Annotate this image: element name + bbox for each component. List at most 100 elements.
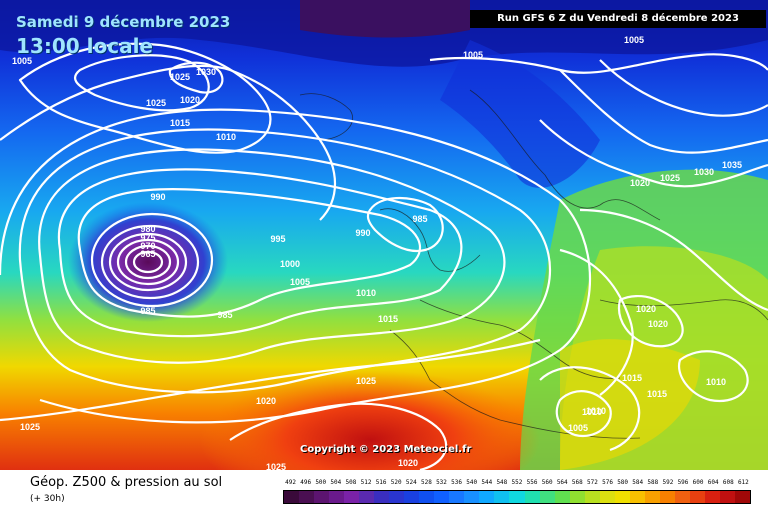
scale-tick-label: 572 [587, 479, 598, 486]
forecast-time: 13:00 locale [16, 34, 153, 58]
scale-tick-label: 580 [617, 479, 629, 486]
isobar-label: 970 [140, 241, 155, 251]
forecast-date: Samedi 9 décembre 2023 [16, 13, 231, 31]
scale-swatch [719, 491, 735, 503]
scale-swatch [314, 491, 330, 503]
scale-tick-label: 516 [375, 479, 387, 486]
scale-swatch [554, 491, 570, 503]
scale-swatch [284, 491, 300, 503]
scale-tick-label: 524 [405, 479, 417, 486]
isobar-label: 1010 [706, 377, 726, 387]
scale-tick-label: 504 [330, 479, 342, 486]
scale-swatch [614, 491, 630, 503]
scale-tick-label: 596 [677, 479, 689, 486]
scale-tick-label: 600 [692, 479, 704, 486]
scale-swatch [449, 491, 465, 503]
isobar-label: 1015 [170, 118, 190, 128]
copyright-notice: Copyright © 2023 Meteociel.fr [300, 444, 472, 455]
scale-swatch [479, 491, 495, 503]
isobar-label: 1020 [630, 178, 650, 188]
isobar-label: 985 [140, 306, 155, 316]
isobar-label: 1025 [170, 72, 190, 82]
scale-swatch [374, 491, 390, 503]
isobar-label: 1010 [356, 288, 376, 298]
scale-swatch [344, 491, 360, 503]
scale-swatch [434, 491, 450, 503]
scale-tick-label: 520 [390, 479, 402, 486]
isobar-label: 1020 [636, 304, 656, 314]
legend-footer: Géop. Z500 & pression au sol (+ 30h) 492… [0, 470, 768, 512]
scale-swatch [674, 491, 690, 503]
scale-swatch [569, 491, 585, 503]
scale-tick-label: 560 [541, 479, 553, 486]
scale-tick-label: 608 [722, 479, 734, 486]
isobar-label: 1005 [463, 50, 483, 60]
isobar-label: 1010 [216, 132, 236, 142]
scale-swatch [464, 491, 480, 503]
scale-tick-label: 612 [737, 479, 749, 486]
isobar-label: 975 [140, 233, 155, 243]
isobar-label: 1035 [722, 160, 742, 170]
scale-swatch [629, 491, 645, 503]
scale-tick-label: 604 [707, 479, 719, 486]
isobar-label: 1020 [398, 458, 418, 468]
isobar-label: 1030 [196, 67, 216, 77]
scale-swatch [644, 491, 660, 503]
scale-tick-label: 556 [526, 479, 538, 486]
scale-swatch [659, 491, 675, 503]
scale-tick-label: 584 [632, 479, 644, 486]
scale-swatch [584, 491, 600, 503]
isobar-label: 1005 [624, 35, 644, 45]
scale-tick-label: 512 [360, 479, 372, 486]
isobar-label: 1025 [20, 422, 40, 432]
isobar-label: 990 [150, 192, 165, 202]
scale-swatch [509, 491, 525, 503]
scale-tick-label: 568 [571, 479, 583, 486]
isobar-label: 985 [412, 214, 427, 224]
scale-swatch [494, 491, 510, 503]
scale-swatch [299, 491, 315, 503]
scale-swatch [734, 491, 750, 503]
scale-swatch [524, 491, 540, 503]
isobar-label: 995 [270, 234, 285, 244]
scale-tick-label: 492 [285, 479, 296, 486]
scale-swatch [704, 491, 720, 503]
isobar-label: 1015 [378, 314, 398, 324]
scale-tick-label: 544 [481, 479, 493, 486]
model-run-banner: Run GFS 6 Z du Vendredi 8 décembre 2023 [470, 10, 766, 28]
scale-tick-label: 540 [466, 479, 478, 486]
scale-swatch [404, 491, 420, 503]
isobar-label: 1025 [660, 173, 680, 183]
isobar-label: 1020 [180, 95, 200, 105]
isobar-label: 1030 [694, 167, 714, 177]
scale-swatch [329, 491, 345, 503]
scale-tick-label: 500 [315, 479, 327, 486]
isobar-label: 1005 [12, 56, 32, 66]
isobar-label: 1020 [648, 319, 668, 329]
isobar-label: 1010 [586, 406, 606, 416]
scale-swatch [599, 491, 615, 503]
forecast-lead-time: (+ 30h) [30, 494, 65, 504]
scale-tick-label: 508 [345, 479, 357, 486]
isobar-label: 1000 [280, 259, 300, 269]
scale-swatch [419, 491, 435, 503]
scale-swatch [539, 491, 555, 503]
isobar-label: 1005 [568, 423, 588, 433]
scale-tick-label: 548 [496, 479, 508, 486]
scale-tick-label: 528 [420, 479, 432, 486]
isobar-label: 985 [217, 310, 232, 320]
map-title: Géop. Z500 & pression au sol [30, 475, 223, 490]
isobar-label: 1025 [356, 376, 376, 386]
scale-tick-label: 536 [451, 479, 462, 486]
isobar-label: 965 [140, 249, 155, 259]
scale-tick-label: 588 [647, 479, 659, 486]
scale-tick-label: 592 [662, 479, 674, 486]
scale-swatch [359, 491, 375, 503]
isobar-label: 1015 [647, 389, 667, 399]
scale-tick-label: 552 [511, 479, 523, 486]
color-scale-bar [283, 490, 751, 504]
scale-tick-label: 532 [436, 479, 447, 486]
isobar-label: 1005 [290, 277, 310, 287]
